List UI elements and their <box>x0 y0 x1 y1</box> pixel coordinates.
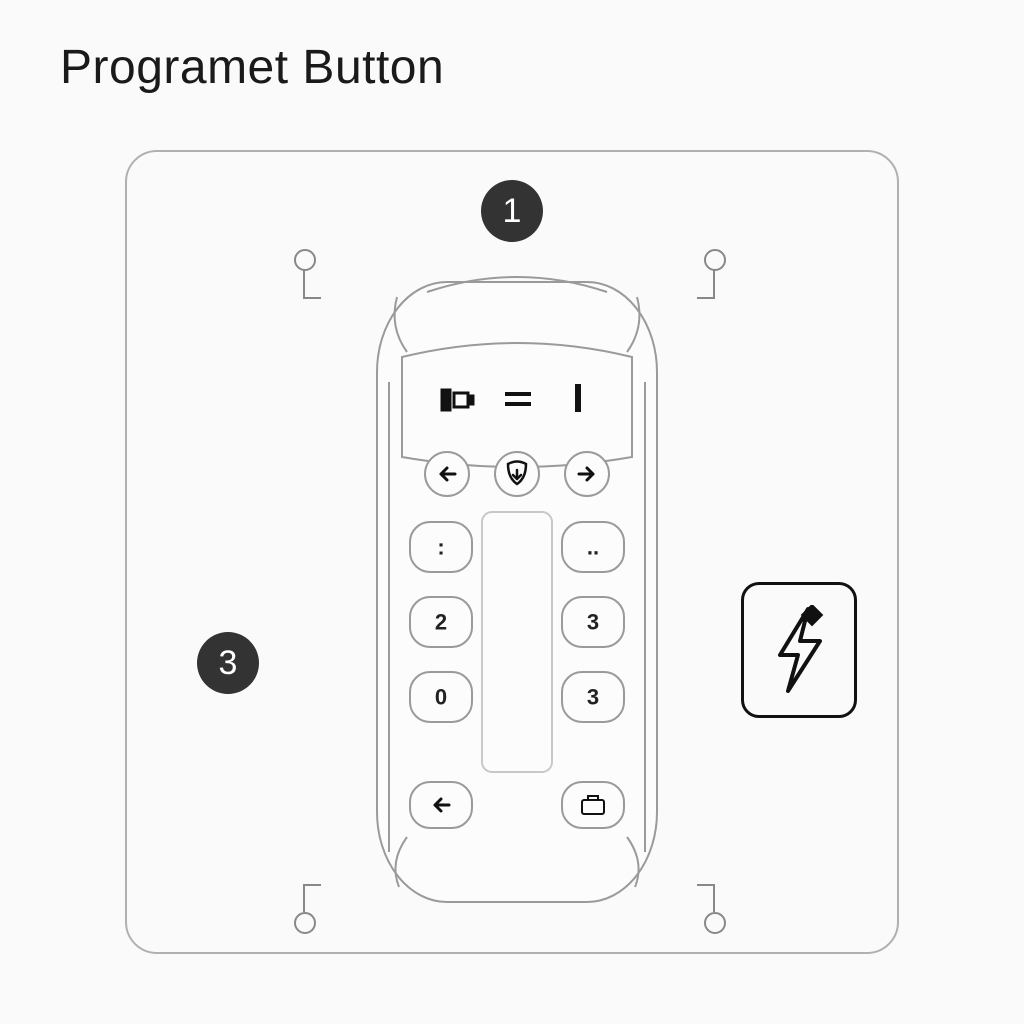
keypad-key: 2 <box>435 610 447 635</box>
car-remote-diagram: : 2 0 .. 3 3 <box>127 152 897 952</box>
lightning-icon <box>764 605 834 695</box>
keypad-key: : <box>437 535 444 560</box>
keypad-key: .. <box>587 535 599 560</box>
page: Programet Button 1 3 <box>0 0 1024 1024</box>
keypad-key: 3 <box>587 610 599 635</box>
page-title: Programet Button <box>60 40 444 95</box>
power-box <box>741 582 857 718</box>
bar-icon <box>575 384 581 412</box>
diagram-panel: 1 3 <box>125 150 899 954</box>
keypad-key: 3 <box>587 685 599 710</box>
keypad-key: 0 <box>435 685 447 710</box>
